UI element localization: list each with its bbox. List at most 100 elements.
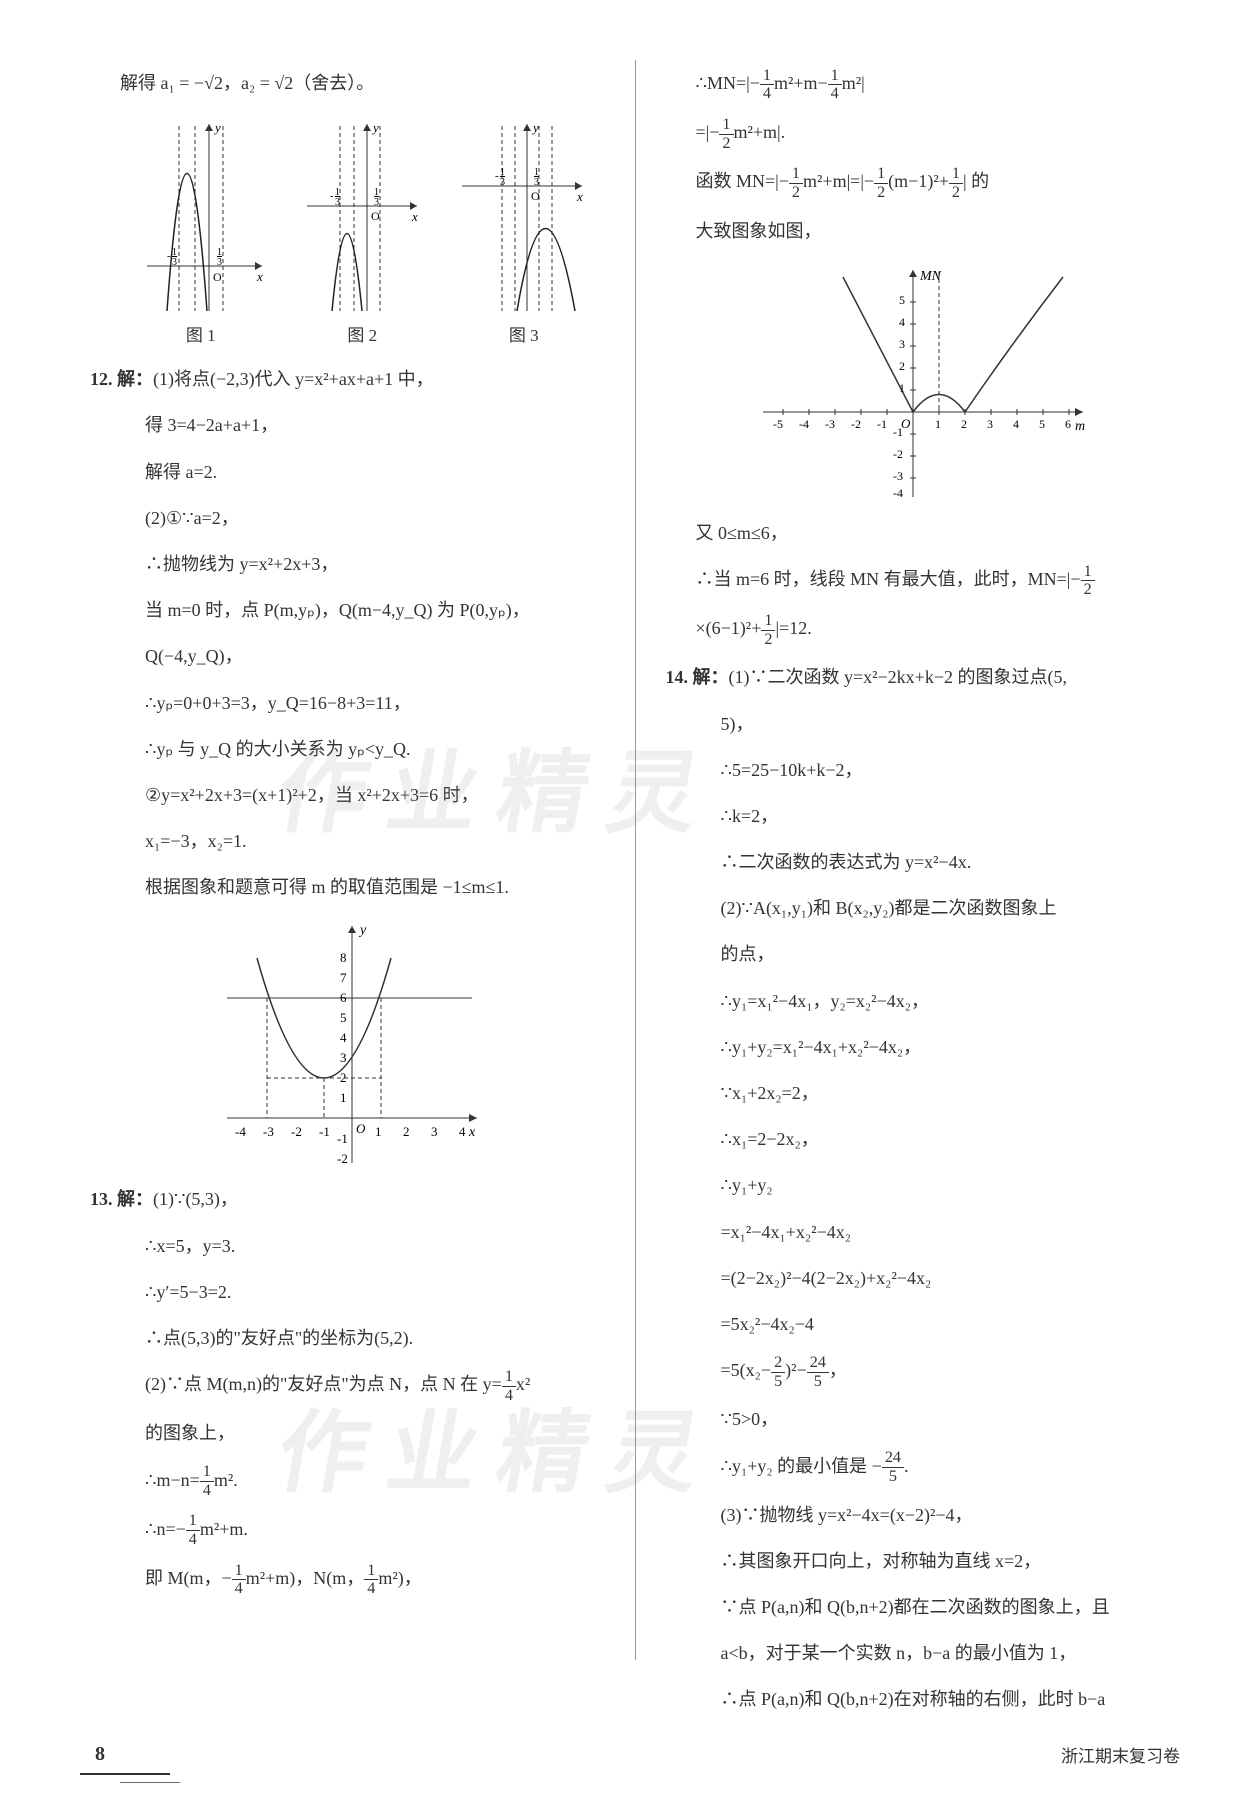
svg-text:3: 3: [340, 1050, 347, 1065]
svg-text:3: 3: [431, 1124, 438, 1139]
svg-text:O: O: [371, 209, 380, 223]
text-line: ∴其图象开口向上，对称轴为直线 x=2，: [666, 1544, 1181, 1578]
svg-text:y: y: [371, 120, 379, 135]
figure-1: x y O - 1 3 1 3: [137, 116, 267, 316]
text-line: ②y=x²+2x+3=(x+1)²+2，当 x²+2x+3=6 时，: [90, 778, 605, 812]
text-line: ∴5=25−10k+k−2，: [666, 753, 1181, 787]
text-line: 的图象上，: [90, 1416, 605, 1450]
text-line: 函数 MN=|−12m²+m|=|−12(m−1)²+12| 的: [666, 164, 1181, 201]
problem-12-head: 12. 解：(1)将点(−2,3)代入 y=x²+ax+a+1 中，: [90, 362, 605, 396]
text-line: =(2−2x₂)²−4(2−2x₂)+x₂²−4x₂: [666, 1261, 1181, 1295]
text-line: ∴y′=5−3=2.: [90, 1275, 605, 1309]
text-line: (2)∵点 M(m,n)的"友好点"为点 N，点 N 在 y=14x²: [90, 1367, 605, 1404]
text-line: ∴x₁=2−2x₂，: [666, 1122, 1181, 1156]
text-line: ∴y₁=x₁²−4x₁，y₂=x₂²−4x₂，: [666, 984, 1181, 1018]
svg-text:-1: -1: [337, 1131, 348, 1146]
svg-text:-4: -4: [799, 417, 809, 431]
text-line: =5x₂²−4x₂−4: [666, 1307, 1181, 1341]
svg-text:-: -: [495, 170, 499, 182]
svg-text:6: 6: [1065, 417, 1071, 431]
svg-text:7: 7: [340, 970, 347, 985]
svg-text:-2: -2: [851, 417, 861, 431]
svg-text:-1: -1: [893, 425, 903, 439]
svg-text:2: 2: [340, 1070, 347, 1085]
text-line: 当 m=0 时，点 P(m,yₚ)，Q(m−4,y_Q) 为 P(0,yₚ)，: [90, 593, 605, 627]
text-line: 解得 a=2.: [90, 455, 605, 489]
svg-text:3: 3: [172, 257, 177, 268]
text-line: ∴点(5,3)的"友好点"的坐标为(5,2).: [90, 1321, 605, 1355]
text-line: x₁=−3，x₂=1.: [90, 824, 605, 858]
figure-2: x y O - 1 3 1 3: [302, 116, 422, 316]
text-line: a<b，对于某一个实数 n，b−a 的最小值为 1，: [666, 1636, 1181, 1670]
text-line: ∴n=−14m²+m.: [90, 1512, 605, 1549]
svg-text:4: 4: [899, 315, 905, 329]
text-line: ∴x=5，y=3.: [90, 1229, 605, 1263]
svg-text:O: O: [356, 1121, 366, 1136]
svg-text:-4: -4: [893, 486, 903, 500]
text-line: (3)∵抛物线 y=x²−4x=(x−2)²−4，: [666, 1498, 1181, 1532]
text-line: ∴m−n=14m².: [90, 1463, 605, 1500]
text-line: ∴yₚ=0+0+3=3，y_Q=16−8+3=11，: [90, 686, 605, 720]
svg-text:MN: MN: [919, 269, 942, 284]
figure-mn: m MN O -5-4-3-2-1 123456 12345 -1-2-3-4: [666, 262, 1181, 502]
svg-text:-2: -2: [291, 1124, 302, 1139]
text-line: =|−12m²+m|.: [666, 115, 1181, 152]
svg-text:x: x: [468, 1125, 476, 1140]
column-divider: [635, 60, 636, 1660]
text-line: 的点，: [666, 937, 1181, 971]
figure-captions: 图 1 图 2 图 3: [120, 321, 605, 346]
text-line: ∴y₁+y₂: [666, 1168, 1181, 1202]
svg-text:-3: -3: [263, 1124, 274, 1139]
svg-text:1: 1: [935, 417, 941, 431]
svg-text:3: 3: [500, 177, 505, 188]
svg-text:4: 4: [1013, 417, 1019, 431]
svg-text:-3: -3: [825, 417, 835, 431]
svg-text:1: 1: [899, 381, 905, 395]
text-line: ∵点 P(a,n)和 Q(b,n+2)都在二次函数的图象上，且: [666, 1590, 1181, 1624]
svg-text:-: -: [330, 190, 334, 202]
text-line: ∴y₁+y₂=x₁²−4x₁+x₂²−4x₂，: [666, 1030, 1181, 1064]
text-line: ∴点 P(a,n)和 Q(b,n+2)在对称轴的右侧，此时 b−a: [666, 1682, 1181, 1716]
text-line: Q(−4,y_Q)，: [90, 639, 605, 673]
svg-text:8: 8: [340, 950, 347, 965]
svg-text:2: 2: [899, 359, 905, 373]
text-line: ∴y₁+y₂ 的最小值是 −245.: [666, 1449, 1181, 1486]
svg-text:-1: -1: [877, 417, 887, 431]
svg-text:O: O: [213, 270, 222, 284]
svg-text:3: 3: [217, 257, 222, 268]
footer-text: 浙江期末复习卷: [1061, 1742, 1180, 1767]
problem-14-head: 14. 解：(1)∵二次函数 y=x²−2kx+k−2 的图象过点(5,: [666, 660, 1181, 694]
svg-text:-5: -5: [773, 417, 783, 431]
svg-text:3: 3: [335, 197, 340, 208]
svg-text:x: x: [411, 209, 418, 224]
figure-3: x y O - 1 3 1 3: [457, 116, 587, 316]
text-line: =x₁²−4x₁+x₂²−4x₂: [666, 1215, 1181, 1249]
text-line: 得 3=4−2a+a+1，: [90, 408, 605, 442]
svg-text:3: 3: [534, 177, 539, 188]
svg-text:4: 4: [340, 1030, 347, 1045]
text-line: ∴抛物线为 y=x²+2x+3，: [90, 547, 605, 581]
page-content: 解得 a₁ = −√2，a₂ = √2（舍去）。 x y O - 1 3 1 3: [90, 60, 1180, 1660]
svg-text:5: 5: [1039, 417, 1045, 431]
text-line: ×(6−1)²+12|=12.: [666, 611, 1181, 648]
text-line: ∴yₚ 与 y_Q 的大小关系为 yₚ<y_Q.: [90, 732, 605, 766]
svg-text:-: -: [167, 250, 171, 262]
svg-text:x: x: [256, 269, 263, 284]
svg-text:3: 3: [899, 337, 905, 351]
svg-text:-2: -2: [893, 447, 903, 461]
text-line: 大致图象如图，: [666, 214, 1181, 248]
svg-text:-2: -2: [337, 1151, 348, 1166]
text-line: 5)，: [666, 707, 1181, 741]
svg-text:6: 6: [340, 990, 347, 1005]
svg-text:y: y: [358, 923, 367, 938]
svg-text:1: 1: [340, 1090, 347, 1105]
svg-text:y: y: [213, 120, 221, 135]
svg-text:-1: -1: [319, 1124, 330, 1139]
text-line: 解得 a₁ = −√2，a₂ = √2（舍去）。: [90, 66, 605, 100]
text-line: (2)∵A(x₁,y₁)和 B(x₂,y₂)都是二次函数图象上: [666, 891, 1181, 925]
svg-text:x: x: [576, 189, 583, 204]
fig-caption: 图 1: [186, 321, 216, 346]
fig-caption: 图 3: [509, 321, 539, 346]
footer-rule: [80, 1773, 170, 1775]
text-line: (2)①∵a=2，: [90, 501, 605, 535]
